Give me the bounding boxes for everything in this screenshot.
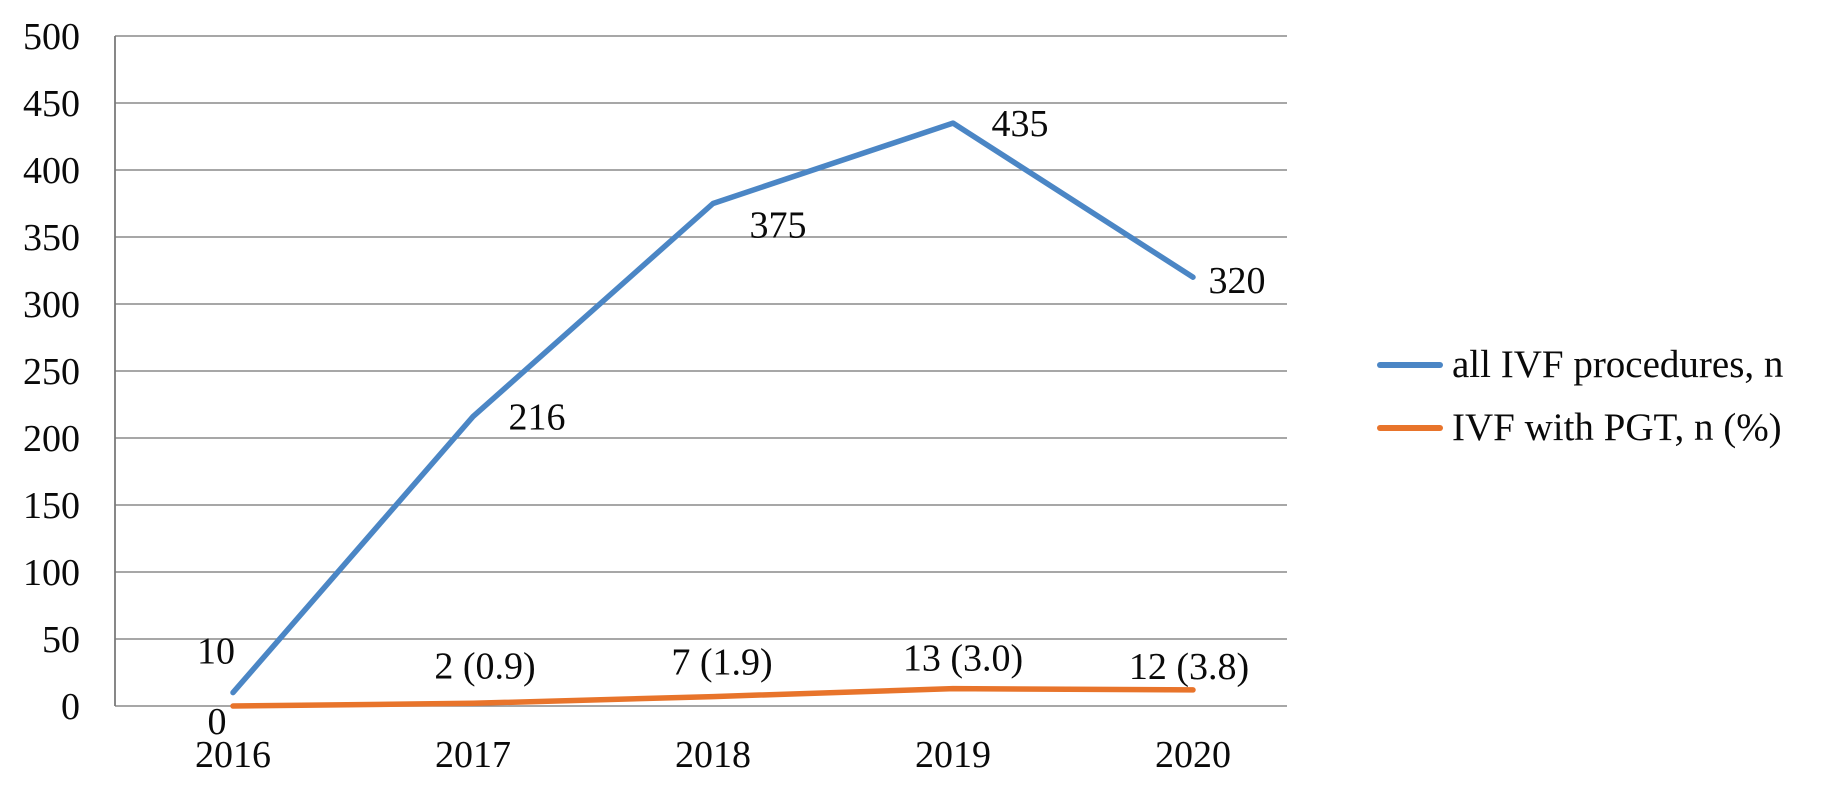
data-label-series-1: 2 (0.9) (434, 645, 535, 687)
x-axis-tick-label: 2017 (435, 734, 511, 776)
y-axis-tick-label: 450 (23, 83, 80, 125)
y-axis-tick-label: 250 (23, 351, 80, 393)
y-axis-tick-label: 50 (42, 619, 80, 661)
x-axis-tick-label: 2016 (195, 734, 271, 776)
data-label-series-0: 320 (1209, 260, 1266, 302)
x-axis-tick-label: 2018 (675, 734, 751, 776)
legend-label-ivf-with-pgt: IVF with PGT, n (%) (1452, 406, 1782, 449)
series-line-1 (230, 685, 1196, 709)
y-axis-tick-label: 400 (23, 150, 80, 192)
data-label-series-1: 0 (208, 701, 227, 743)
data-label-series-0: 10 (197, 631, 235, 673)
legend-line-swatch-orange (1377, 424, 1443, 431)
y-axis-tick-label: 0 (61, 686, 80, 728)
data-label-series-0: 375 (750, 205, 807, 247)
y-axis-tick-label: 300 (23, 284, 80, 326)
y-axis-tick-label: 500 (23, 16, 80, 58)
legend-line-swatch-blue (1377, 361, 1443, 368)
y-axis-tick-label: 100 (23, 552, 80, 594)
series-line-0 (230, 120, 1196, 696)
legend: all IVF procedures, n IVF with PGT, n (%… (1377, 344, 1783, 448)
data-label-series-1: 12 (3.8) (1129, 646, 1249, 688)
x-axis-tick-label: 2019 (915, 734, 991, 776)
data-label-series-1: 13 (3.0) (903, 638, 1023, 680)
y-axis-tick-label: 350 (23, 217, 80, 259)
legend-label-all-ivf-procedures: all IVF procedures, n (1452, 343, 1784, 386)
legend-item-all-ivf-procedures: all IVF procedures, n (1377, 344, 1783, 385)
data-label-series-1: 7 (1.9) (671, 642, 772, 684)
legend-item-ivf-with-pgt: IVF with PGT, n (%) (1377, 407, 1783, 448)
y-axis-tick-label: 200 (23, 418, 80, 460)
x-axis-tick-label: 2020 (1155, 734, 1231, 776)
data-label-series-0: 216 (509, 397, 566, 439)
y-axis-tick-label: 150 (23, 485, 80, 527)
data-label-series-0: 435 (992, 103, 1049, 145)
